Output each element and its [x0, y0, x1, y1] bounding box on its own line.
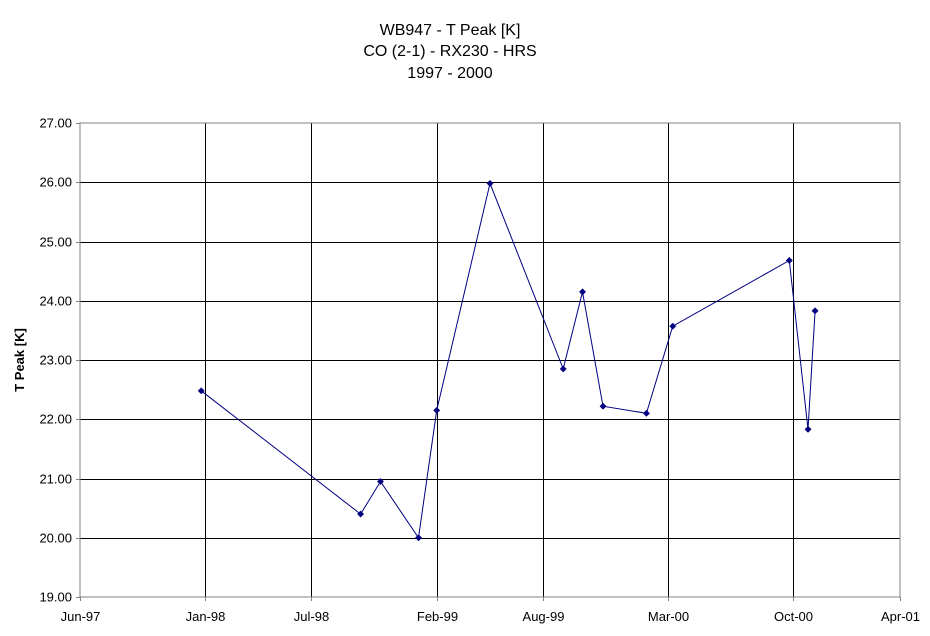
chart-title-line-2: CO (2-1) - RX230 - HRS [363, 43, 536, 60]
y-tick-label: 27.00 [39, 116, 72, 131]
data-point-marker [811, 307, 819, 315]
x-tick-label: Apr-01 [881, 609, 920, 624]
axes [76, 123, 901, 601]
data-point-marker [433, 406, 441, 414]
tick-labels: 19.00 20.00 21.00 22.00 23.00 24.00 25.00 26.00… [39, 116, 920, 625]
y-tick-label: 19.00 [39, 590, 72, 605]
y-tick-label: 24.00 [39, 294, 72, 309]
x-tick-label: Jul-98 [294, 609, 329, 624]
data-point-marker [197, 387, 205, 395]
y-tick-label: 25.00 [39, 235, 72, 250]
x-tick-label: Mar-00 [648, 609, 689, 624]
y-tick-label: 22.00 [39, 412, 72, 427]
chart-title-line-1: WB947 - T Peak [K] [380, 22, 521, 39]
x-tick-label: Jan-98 [186, 609, 226, 624]
y-tick-label: 21.00 [39, 472, 72, 487]
data-point-marker [804, 425, 812, 433]
x-tick-label: Feb-99 [417, 609, 458, 624]
chart-title: WB947 - T Peak [K] CO (2-1) - RX230 - HR… [363, 22, 536, 82]
data-series [197, 179, 819, 542]
series-line [200, 181, 816, 540]
gridlines [80, 123, 900, 597]
y-tick-label: 26.00 [39, 175, 72, 190]
data-point-marker [559, 365, 567, 373]
data-point-marker [357, 510, 365, 518]
data-point-marker [669, 322, 677, 330]
x-tick-label: Aug-99 [523, 609, 565, 624]
y-axis-title: T Peak [K] [12, 328, 27, 392]
data-point-marker [486, 179, 494, 187]
data-point-marker [376, 477, 385, 486]
data-point-marker [414, 534, 423, 542]
data-point-marker [599, 402, 607, 410]
y-tick-label: 23.00 [39, 353, 72, 368]
data-point-marker [578, 288, 587, 296]
data-point-marker [785, 256, 793, 265]
x-tick-label: Jun-97 [61, 609, 101, 624]
x-tick-label: Oct-00 [774, 609, 813, 624]
y-tick-label: 20.00 [39, 531, 72, 546]
chart-title-line-3: 1997 - 2000 [407, 65, 493, 82]
data-point-marker [642, 409, 650, 417]
